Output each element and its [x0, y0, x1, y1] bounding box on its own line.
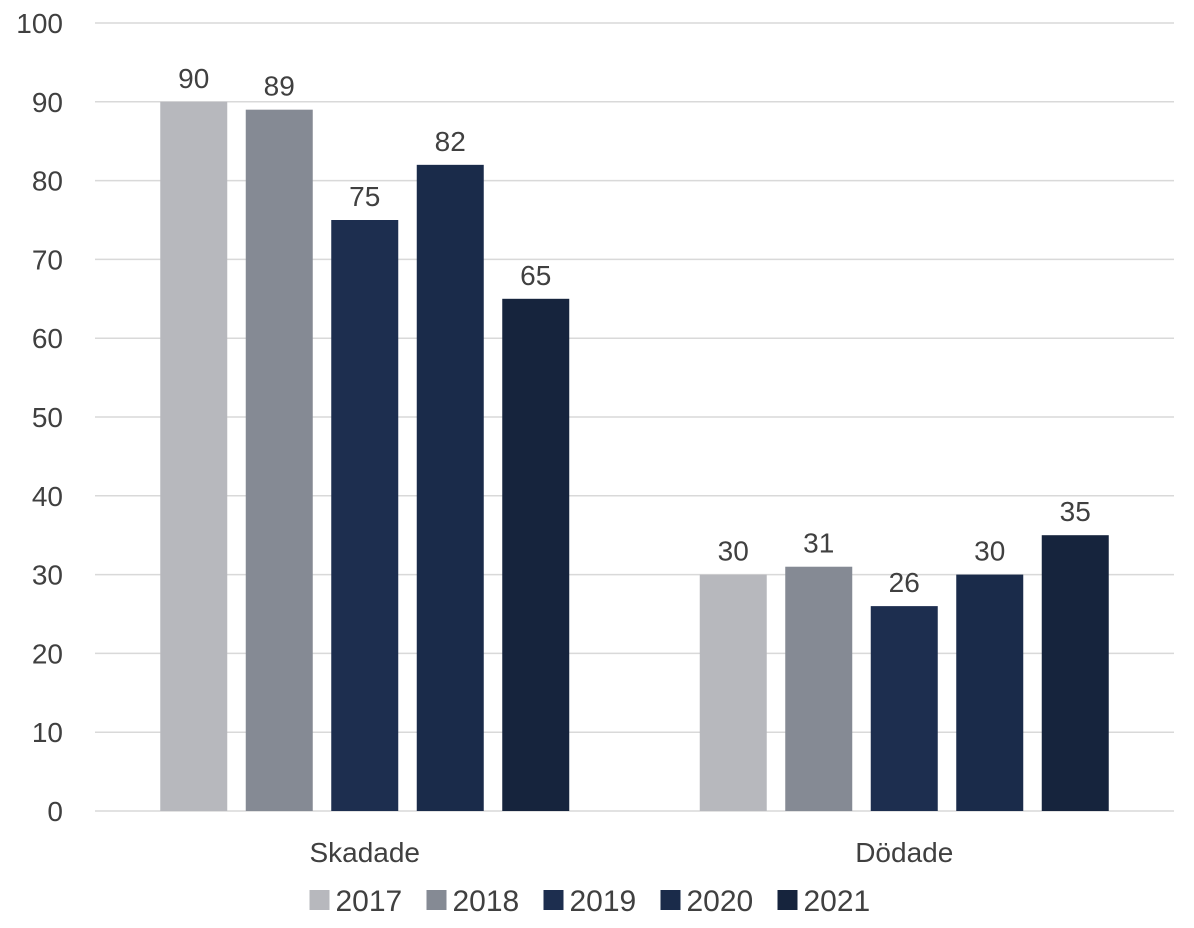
legend-item-2018: 2018	[426, 885, 520, 918]
y-tick-label: 10	[32, 717, 63, 748]
y-tick-label: 60	[32, 323, 63, 354]
data-label-dödade-2020: 30	[974, 536, 1005, 567]
data-label-skadade-2021: 65	[520, 260, 551, 291]
legend-swatch	[543, 890, 564, 910]
legend-swatch	[309, 890, 330, 910]
data-label-dödade-2018: 31	[803, 528, 834, 559]
y-tick-label: 40	[32, 481, 63, 512]
bar-dödade-2021	[1041, 535, 1109, 811]
legend-swatch	[660, 890, 681, 910]
bar-skadade-2018	[245, 109, 313, 812]
legend-item-2021: 2021	[777, 885, 871, 918]
y-tick-label: 90	[32, 87, 63, 118]
data-label-skadade-2018: 89	[264, 71, 295, 102]
bar-dödade-2017	[699, 574, 767, 811]
x-category-label: Skadade	[309, 837, 420, 868]
data-label-dödade-2017: 30	[718, 536, 749, 567]
y-tick-label: 30	[32, 560, 63, 591]
legend-swatch	[426, 890, 447, 910]
x-category-label: Dödade	[855, 837, 953, 868]
y-tick-label: 0	[47, 796, 63, 827]
data-label-skadade-2017: 90	[178, 63, 209, 94]
y-tick-label: 70	[32, 244, 63, 275]
bar-skadade-2020	[416, 164, 484, 812]
data-label-skadade-2020: 82	[435, 126, 466, 157]
y-tick-label: 80	[32, 166, 63, 197]
legend-item-2019: 2019	[543, 885, 637, 918]
legend-label: 2018	[453, 885, 520, 918]
data-label-dödade-2021: 35	[1060, 496, 1091, 527]
y-tick-label: 50	[32, 402, 63, 433]
y-tick-label: 20	[32, 638, 63, 669]
x-axis-category-labels: Skadade Dödade	[309, 837, 953, 868]
bar-dödade-2020	[956, 574, 1024, 811]
legend-item-2017: 2017	[309, 885, 403, 918]
bar-skadade-2017	[160, 101, 228, 812]
data-labels: 90 89 75 82 65 30 31 26 30 35	[178, 63, 1091, 598]
legend-label: 2017	[336, 885, 403, 918]
legend-swatch	[777, 890, 798, 910]
legend-item-2020: 2020	[660, 885, 754, 918]
legend-label: 2021	[804, 885, 871, 918]
legend: 2017 2018 2019 2020 2021	[309, 885, 871, 918]
data-label-skadade-2019: 75	[349, 181, 380, 212]
bars	[160, 101, 1109, 812]
y-axis-tick-labels: 0 10 20 30 40 50 60 70 80 90 100	[16, 8, 63, 827]
bar-skadade-2021	[502, 298, 570, 811]
legend-label: 2020	[687, 885, 754, 918]
bar-dödade-2019	[870, 606, 938, 811]
legend-label: 2019	[570, 885, 637, 918]
y-tick-label: 100	[16, 8, 63, 39]
bar-dödade-2018	[785, 566, 853, 811]
bar-skadade-2019	[331, 220, 399, 811]
data-label-dödade-2019: 26	[889, 567, 920, 598]
